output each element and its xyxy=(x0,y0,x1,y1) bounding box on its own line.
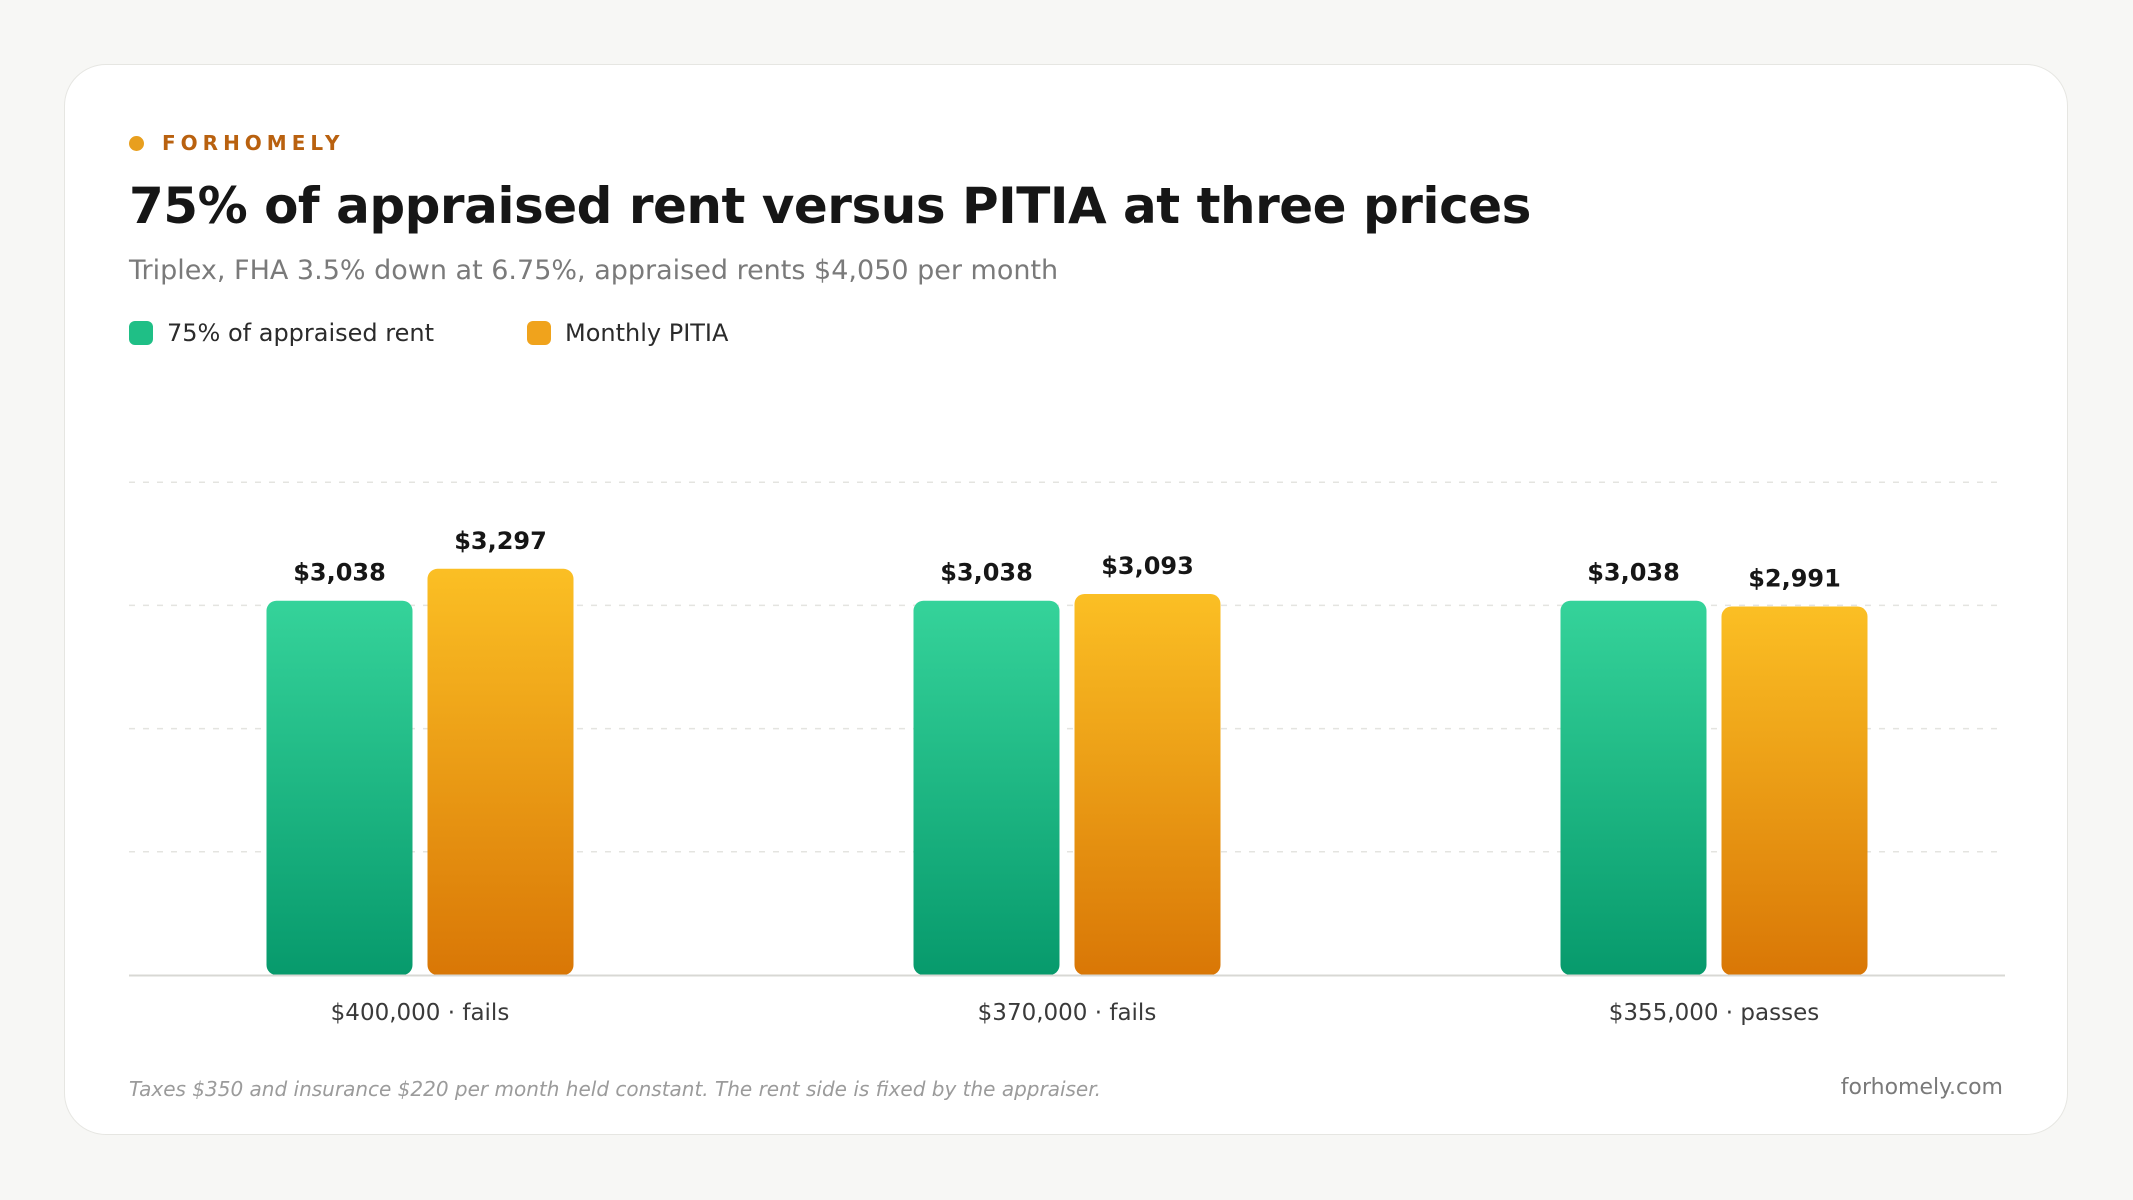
bar-pitia xyxy=(1721,606,1868,975)
data-label: $3,038 xyxy=(1587,559,1680,587)
legend-item-pitia: Monthly PITIA xyxy=(527,319,728,347)
data-label: $3,038 xyxy=(293,559,386,587)
x-tick-label: $355,000 · passes xyxy=(1609,1000,1819,1026)
data-label: $3,093 xyxy=(1101,552,1194,580)
x-axis: $400,000 · fails $370,000 · fails $355,000… xyxy=(129,974,2005,1026)
bars xyxy=(266,568,1868,975)
x-tick-label: $400,000 · fails xyxy=(331,1000,510,1026)
legend-label-pitia: Monthly PITIA xyxy=(565,319,729,347)
bar-pitia xyxy=(1074,593,1221,975)
bar-rent xyxy=(913,600,1060,975)
bar-rent xyxy=(266,600,413,975)
bar-rent xyxy=(1560,600,1707,975)
brand: FORHOMELY xyxy=(129,131,344,155)
brand-name: FORHOMELY xyxy=(162,131,345,155)
x-tick-label: $370,000 · fails xyxy=(978,1000,1157,1026)
site-link[interactable]: forhomely.com xyxy=(1840,1075,2003,1100)
chart-subtitle: Triplex, FHA 3.5% down at 6.75%, apprais… xyxy=(129,255,1059,286)
legend-item-rent: 75% of appraised rent xyxy=(129,319,434,347)
data-label: $3,038 xyxy=(940,559,1033,587)
data-label: $3,297 xyxy=(454,527,547,555)
chart-card: FORHOMELY 75% of appraised rent versus P… xyxy=(64,64,2068,1135)
legend-swatch-pitia xyxy=(527,321,551,345)
data-label: $2,991 xyxy=(1748,565,1841,593)
legend-swatch-rent xyxy=(129,321,153,345)
bar-pitia xyxy=(427,568,574,975)
legend-label-rent: 75% of appraised rent xyxy=(167,319,435,347)
bar-chart: $3,038 $3,297 $3,038 $3,093 $3,038 $2,991 $40… xyxy=(129,481,2005,1026)
chart-title: 75% of appraised rent versus PITIA at th… xyxy=(129,177,1531,235)
bar-labels: $3,038 $3,297 $3,038 $3,093 $3,038 $2,991 xyxy=(293,527,1841,593)
brand-dot-icon xyxy=(129,135,144,151)
footnote: Taxes $350 and insurance $220 per month … xyxy=(129,1077,1101,1101)
